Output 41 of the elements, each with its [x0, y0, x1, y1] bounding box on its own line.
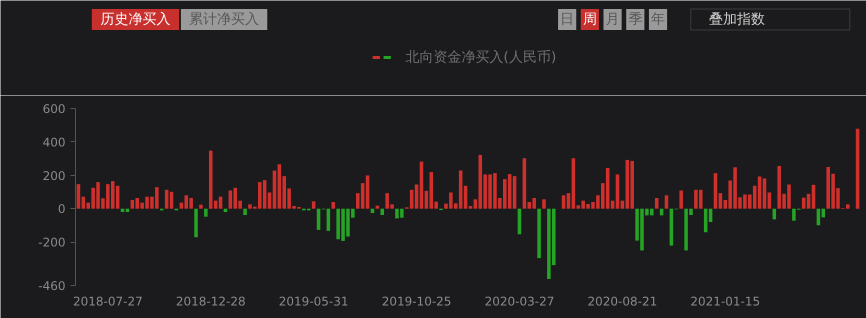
bar	[679, 190, 683, 209]
x-tick-label: 2020-08-21	[588, 294, 658, 308]
x-tick-label: 2018-12-28	[176, 294, 246, 308]
y-tick-label: -200	[38, 236, 66, 250]
text: 历史净买入	[100, 12, 170, 28]
y-tick-label: 200	[42, 168, 66, 183]
bar	[204, 208, 208, 217]
text: 累计净买入	[189, 12, 260, 28]
x-tick-label: 2019-10-25	[382, 294, 452, 308]
bar	[518, 208, 522, 234]
bar	[660, 208, 664, 216]
bar	[199, 204, 203, 209]
bar	[331, 202, 336, 209]
text: 季	[628, 12, 642, 28]
x-tick-label: 2019-05-31	[278, 294, 349, 308]
legend-label: 北向资金净买入(人民币)	[405, 50, 556, 66]
bar	[654, 198, 658, 209]
text: 年	[651, 12, 666, 28]
bar	[772, 208, 776, 220]
bar	[542, 199, 546, 209]
bar	[370, 208, 374, 214]
bar	[380, 208, 384, 216]
y-tick-label: 0	[58, 202, 66, 216]
bar	[537, 208, 541, 258]
text: 月	[606, 12, 620, 28]
x-tick-label: 2018-07-27	[72, 294, 143, 308]
x-tick-label: 2021-01-15	[690, 294, 760, 308]
bar	[224, 208, 228, 212]
y-tick-label: 400	[42, 135, 66, 150]
bar	[194, 208, 198, 238]
text: 叠加指数	[708, 12, 765, 28]
y-tick-label: -460	[38, 279, 66, 293]
x-tick-label: 2020-03-27	[484, 294, 554, 308]
bar	[376, 206, 380, 209]
y-tick-label: 600	[42, 102, 66, 116]
bar	[243, 208, 247, 216]
bar	[312, 201, 316, 209]
text: 周	[582, 12, 597, 28]
bar	[856, 128, 860, 209]
bar	[664, 195, 668, 209]
text: 日	[560, 12, 574, 28]
